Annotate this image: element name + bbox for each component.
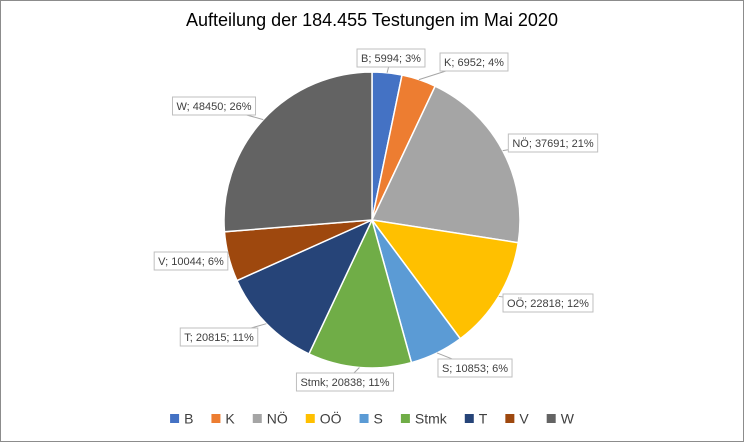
legend-label: NÖ xyxy=(267,410,288,427)
legend-label: B xyxy=(184,411,193,427)
legend-label: Stmk xyxy=(415,411,448,427)
pie-slice xyxy=(307,217,413,369)
pie-slice xyxy=(370,218,520,340)
data-label: T; 20815; 11% xyxy=(184,332,254,344)
legend: B K NÖ OÖ S Stmk T V W xyxy=(170,410,575,427)
data-label-box xyxy=(171,96,257,116)
data-label: Stmk; 20838; 11% xyxy=(300,377,389,389)
data-label-box xyxy=(356,48,426,68)
pie-slice xyxy=(235,218,374,355)
legend-swatch xyxy=(359,414,369,423)
data-label: NÖ; 37691; 21% xyxy=(512,138,594,150)
data-label: W; 48450; 26% xyxy=(176,101,251,113)
pie-slice xyxy=(223,71,373,233)
legend-swatch xyxy=(400,414,410,423)
data-label-box xyxy=(507,133,599,153)
legend-swatch xyxy=(305,414,315,423)
legend-label: T xyxy=(479,411,488,427)
data-label-box xyxy=(179,327,259,347)
legend-swatch xyxy=(211,414,221,423)
data-label-box xyxy=(295,372,395,392)
data-label-box xyxy=(502,293,594,313)
legend-label: OÖ xyxy=(320,410,342,427)
chart-title: Aufteilung der 184.455 Testungen im Mai … xyxy=(186,10,558,30)
legend-swatch xyxy=(505,414,515,423)
data-label: S; 10853; 6% xyxy=(442,363,508,375)
data-label: OÖ; 22818; 12% xyxy=(507,298,589,310)
legend-label: V xyxy=(519,411,529,427)
data-label-box xyxy=(153,251,229,271)
data-label-box xyxy=(439,52,509,72)
pie-slice xyxy=(370,85,521,244)
legend-swatch xyxy=(252,414,262,423)
data-label: K; 6952; 4% xyxy=(444,57,504,69)
legend-label: S xyxy=(374,411,383,427)
data-label: B; 5994; 3% xyxy=(361,53,421,65)
legend-swatch xyxy=(546,414,556,423)
legend-label: K xyxy=(225,411,235,427)
data-label-box xyxy=(437,358,513,378)
legend-swatch xyxy=(464,414,474,423)
data-label: V; 10044; 6% xyxy=(158,256,224,268)
legend-swatch xyxy=(170,414,180,423)
legend-label: W xyxy=(561,411,575,427)
